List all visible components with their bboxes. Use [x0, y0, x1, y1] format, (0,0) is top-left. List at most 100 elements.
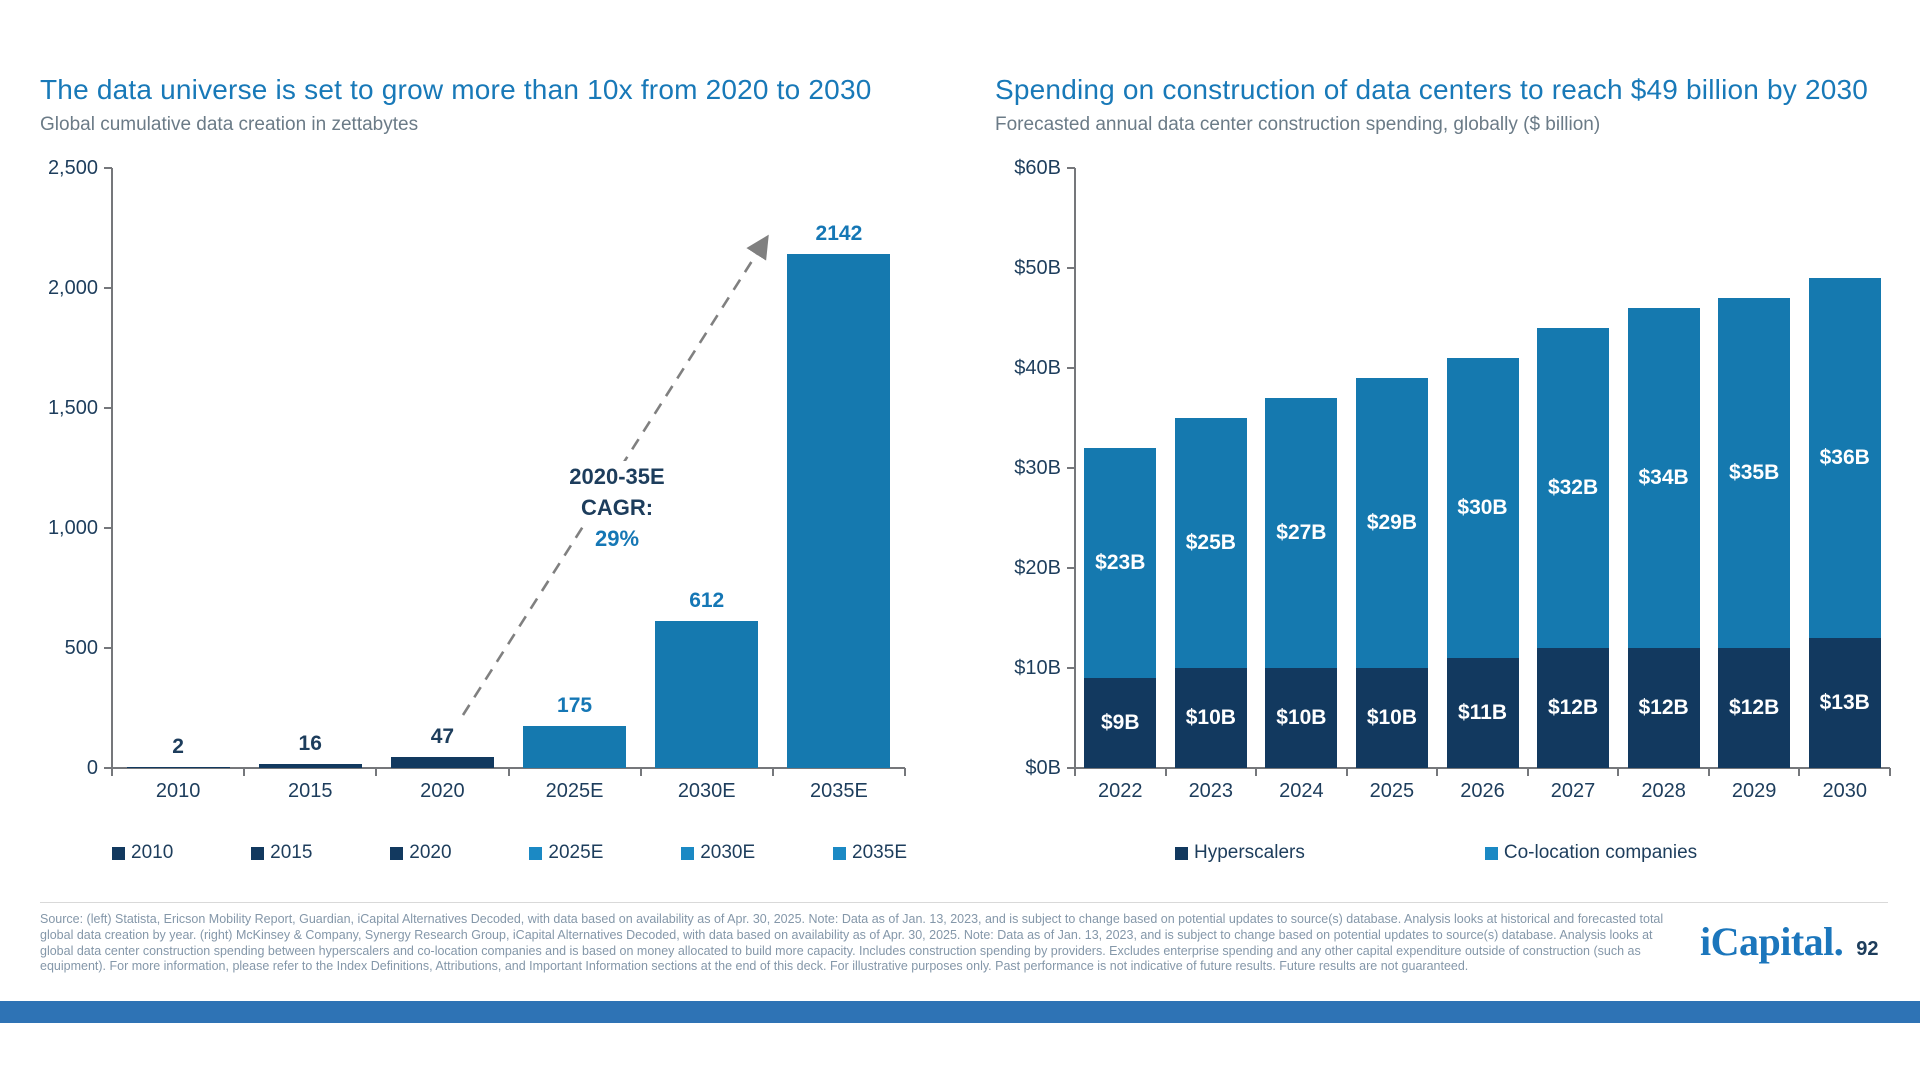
stacked-bar-segment: $34B — [1627, 308, 1700, 648]
y-tick — [104, 167, 112, 169]
bar-2025E — [523, 726, 627, 768]
y-tick — [1067, 167, 1075, 169]
bar-value-label: 16 — [298, 732, 322, 756]
bottom-accent-bar — [0, 1001, 1920, 1023]
x-axis-label: 2035E — [809, 780, 868, 802]
bar-value-label: 175 — [557, 694, 593, 717]
segment-value-label: $35B — [1729, 461, 1780, 484]
segment-value-label: $9B — [1101, 711, 1140, 734]
x-axis-line — [1067, 767, 1890, 769]
segment-value-label: $12B — [1547, 696, 1599, 719]
y-tick-label: $30B — [1014, 457, 1061, 479]
logo-row: iCapital. 92 — [1700, 918, 1879, 965]
x-axis-label: 2010 — [155, 780, 201, 802]
x-axis-line — [104, 767, 905, 769]
x-tick — [1255, 768, 1258, 776]
stacked-bar-2024: $27B $10B — [1265, 398, 1338, 768]
bar-value-label: 47 — [430, 724, 455, 748]
x-tick — [1889, 768, 1891, 776]
segment-value-label: $32B — [1547, 476, 1599, 499]
bar-2030E — [655, 621, 759, 768]
legend-swatch — [529, 846, 543, 860]
stacked-bar-segment: $13B — [1808, 638, 1881, 768]
segment-value-label: $23B — [1095, 551, 1146, 574]
stacked-bar-2029: $35B $12B — [1718, 298, 1791, 768]
legend-swatch — [251, 846, 265, 860]
stacked-bar-2023: $25B $10B — [1174, 418, 1247, 768]
segment-value-label: $12B — [1729, 696, 1780, 719]
bar-2015 — [258, 764, 362, 768]
x-axis-label: 2030E — [677, 780, 736, 802]
x-tick — [375, 768, 378, 776]
legend-swatch — [112, 846, 125, 860]
x-axis-label: 2023 — [1188, 780, 1234, 802]
stacked-bar-segment: $25B — [1174, 418, 1247, 668]
stacked-bar-segment: $10B — [1265, 668, 1338, 768]
bar-2010 — [126, 766, 230, 768]
icapital-logo: iCapital. — [1700, 919, 1844, 964]
legend-swatch — [1175, 846, 1188, 860]
right-chart-subtitle: Forecasted annual data center constructi… — [995, 114, 1601, 135]
stacked-bar-2025: $29B $10B — [1355, 378, 1428, 768]
y-tick-label: 2,000 — [47, 277, 98, 299]
segment-value-label: $30B — [1457, 496, 1508, 519]
x-tick — [507, 768, 510, 776]
x-tick — [1164, 768, 1167, 776]
segment-value-label: $25B — [1185, 531, 1236, 554]
y-tick-label: 0 — [86, 757, 98, 779]
segment-value-label: $29B — [1366, 511, 1418, 534]
legend-label: 2020 — [409, 842, 452, 863]
segment-value-label: $10B — [1276, 706, 1327, 729]
x-tick — [111, 768, 113, 776]
cagr-value: 29% — [588, 523, 646, 554]
stacked-bar-segment: $36B — [1808, 278, 1881, 638]
y-tick — [104, 407, 112, 409]
legend-item: 2030E — [681, 842, 755, 864]
y-tick — [1067, 267, 1075, 269]
stacked-bar-segment: $27B — [1265, 398, 1338, 668]
y-tick-label: 500 — [64, 637, 98, 659]
y-axis-line — [1074, 168, 1076, 769]
y-tick-label: $0B — [1025, 757, 1061, 779]
y-tick-label: $40B — [1014, 357, 1061, 379]
legend-label: Hyperscalers — [1194, 842, 1305, 863]
x-tick — [904, 768, 906, 776]
page-number: 92 — [1856, 938, 1879, 960]
legend-item: 2010 — [112, 842, 173, 864]
segment-value-label: $11B — [1457, 701, 1508, 724]
stacked-bar-segment: $35B — [1718, 298, 1791, 648]
y-tick — [1067, 367, 1075, 369]
x-tick — [1617, 768, 1620, 776]
y-tick — [104, 527, 112, 529]
x-axis-label: 2029 — [1731, 780, 1777, 802]
y-axis-line — [111, 168, 113, 769]
x-tick — [1526, 768, 1529, 776]
y-tick-label: 1,000 — [47, 517, 98, 539]
stacked-bar-2026: $30B $11B — [1446, 358, 1519, 768]
y-tick — [1067, 467, 1075, 469]
stacked-bar-segment: $9B — [1084, 678, 1157, 768]
legend-item: 2035E — [833, 842, 907, 864]
x-axis-label: 2025 — [1369, 780, 1415, 802]
bar-value-label: 612 — [689, 589, 725, 613]
stacked-bar-segment: $30B — [1446, 358, 1519, 658]
legend-swatch — [390, 846, 404, 860]
x-axis-label: 2025E — [545, 780, 604, 802]
legend-item: Co-location companies — [1484, 842, 1697, 864]
stacked-bar-2030: $36B $13B — [1808, 278, 1881, 768]
x-tick — [1707, 768, 1710, 776]
left-chart-legend: 2010 2015 2020 2025E 2030E 2035E — [112, 840, 907, 866]
stacked-bar-segment: $32B — [1537, 328, 1610, 648]
bar-2035E — [787, 253, 891, 768]
x-tick — [1345, 768, 1348, 776]
legend-swatch — [681, 846, 695, 860]
x-tick — [771, 768, 774, 776]
legend-swatch — [1484, 846, 1498, 860]
x-axis-label: 2024 — [1279, 780, 1324, 802]
cagr-period-label: 2020-35E — [563, 461, 671, 492]
y-tick-label: 2,500 — [47, 157, 98, 179]
legend-item: 2015 — [251, 842, 312, 864]
segment-value-label: $34B — [1638, 466, 1689, 489]
bar-2020 — [390, 756, 494, 768]
